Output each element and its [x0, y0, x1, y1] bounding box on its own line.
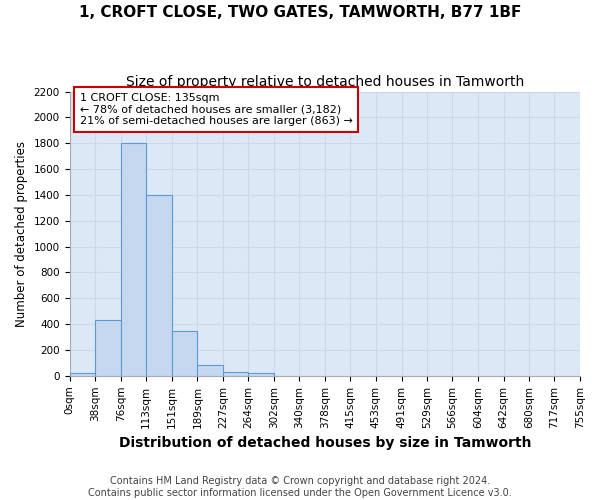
Title: Size of property relative to detached houses in Tamworth: Size of property relative to detached ho…	[125, 75, 524, 89]
Text: 1 CROFT CLOSE: 135sqm
← 78% of detached houses are smaller (3,182)
21% of semi-d: 1 CROFT CLOSE: 135sqm ← 78% of detached …	[80, 93, 353, 126]
Bar	[223, 372, 248, 376]
Bar	[121, 143, 146, 376]
Bar	[197, 366, 223, 376]
Text: Contains HM Land Registry data © Crown copyright and database right 2024.
Contai: Contains HM Land Registry data © Crown c…	[88, 476, 512, 498]
Y-axis label: Number of detached properties: Number of detached properties	[15, 140, 28, 326]
Bar	[172, 330, 197, 376]
Bar	[70, 373, 95, 376]
Bar	[95, 320, 121, 376]
Bar	[146, 195, 172, 376]
Text: 1, CROFT CLOSE, TWO GATES, TAMWORTH, B77 1BF: 1, CROFT CLOSE, TWO GATES, TAMWORTH, B77…	[79, 5, 521, 20]
X-axis label: Distribution of detached houses by size in Tamworth: Distribution of detached houses by size …	[119, 436, 531, 450]
Bar	[248, 373, 274, 376]
